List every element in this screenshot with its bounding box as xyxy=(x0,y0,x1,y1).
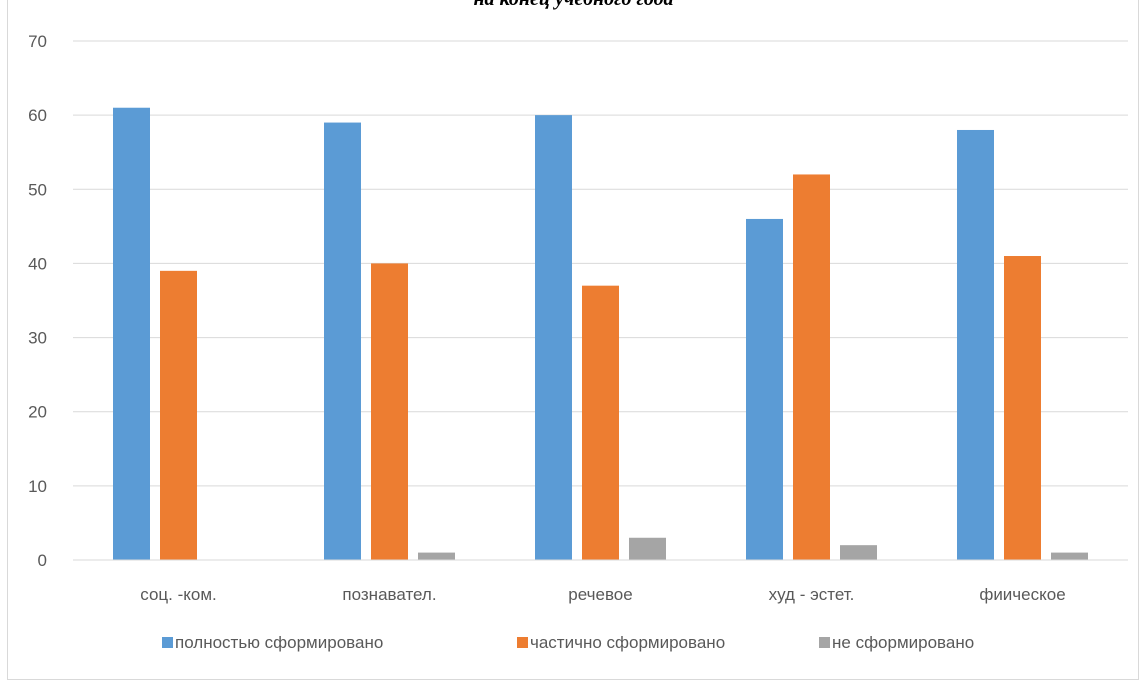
legend-swatch xyxy=(162,637,173,648)
x-tick-label: худ - эстет. xyxy=(769,585,855,604)
y-tick-label: 60 xyxy=(28,106,47,125)
bar-1-4 xyxy=(746,218,783,560)
legend-label: не сформировано xyxy=(832,633,974,652)
bar-2-2 xyxy=(371,263,408,560)
bar-2-3 xyxy=(582,285,619,560)
bar-3-3 xyxy=(629,537,666,560)
bars xyxy=(113,107,1088,561)
x-tick-label: речевое xyxy=(568,585,632,604)
y-tick-label: 20 xyxy=(28,403,47,422)
legend-label: частично сформировано xyxy=(530,633,725,652)
bar-3-5 xyxy=(1051,552,1088,560)
x-tick-label: фиическое xyxy=(979,585,1065,604)
x-tick-label: познавател. xyxy=(342,585,436,604)
bar-2-5 xyxy=(1004,256,1041,560)
y-tick-label: 10 xyxy=(28,477,47,496)
x-tick-label: соц. -ком. xyxy=(140,585,216,604)
bar-1-5 xyxy=(957,129,994,560)
bar-1-1 xyxy=(113,107,150,560)
bar-2-1 xyxy=(160,270,197,560)
bar-3-4 xyxy=(840,545,877,560)
bar-1-2 xyxy=(324,122,361,561)
chart-title: на конец учебного года xyxy=(0,0,1147,11)
y-tick-label: 40 xyxy=(28,254,47,273)
legend-swatch xyxy=(517,637,528,648)
legend-swatch xyxy=(819,637,830,648)
y-tick-label: 30 xyxy=(28,329,47,348)
y-axis: 0 10 20 30 40 50 60 70 xyxy=(28,32,47,570)
bar-1-3 xyxy=(535,115,572,561)
x-axis: соц. -ком. познавател. речевое худ - эстет.… xyxy=(73,559,1128,604)
bar-3-2 xyxy=(418,552,455,560)
legend: полностью сформировано частично сформиров… xyxy=(162,633,974,652)
y-tick-label: 0 xyxy=(38,551,47,570)
bar-2-4 xyxy=(793,174,830,560)
y-tick-label: 50 xyxy=(28,180,47,199)
legend-label: полностью сформировано xyxy=(175,633,383,652)
y-tick-label: 70 xyxy=(28,32,47,51)
